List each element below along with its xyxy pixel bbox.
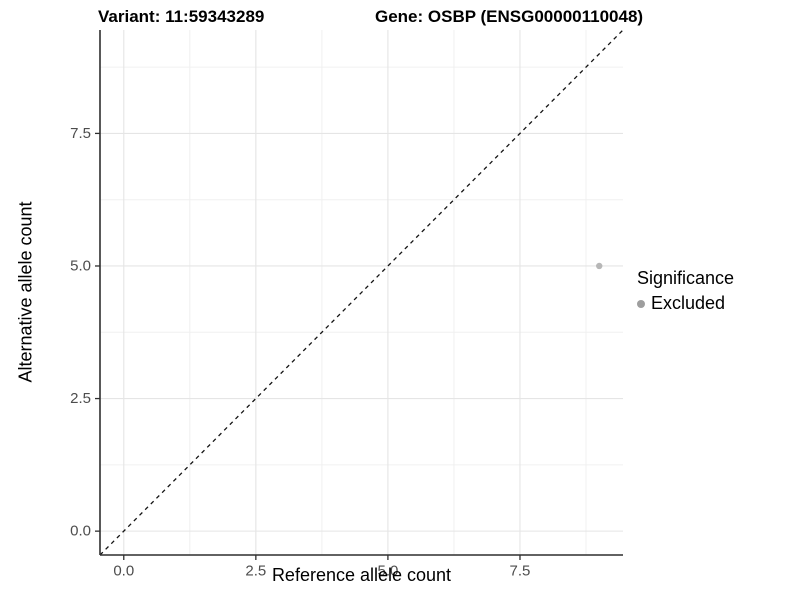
y-tick-label: 5.0 (70, 257, 91, 274)
legend-key-dot-icon (637, 299, 645, 308)
data-point (596, 262, 603, 270)
legend: Significance Excluded (637, 268, 734, 314)
y-axis-title: Alternative allele count (15, 201, 36, 383)
x-tick-label: 2.5 (245, 562, 266, 579)
legend-entry-excluded: Excluded (637, 293, 734, 314)
y-tick-label: 7.5 (70, 125, 91, 142)
x-tick-label: 7.5 (510, 562, 531, 579)
variant-title: Variant: 11:59343289 (98, 7, 265, 26)
legend-title: Significance (637, 268, 735, 288)
y-tick-label: 2.5 (70, 390, 91, 407)
gene-title: Gene: OSBP (ENSG00000110048) (375, 7, 644, 26)
identity-dashed-line (99, 29, 624, 556)
x-tick-label: 5.0 (377, 562, 398, 579)
x-tick-label: 0.0 (113, 562, 134, 579)
y-tick-label: 0.0 (70, 523, 91, 540)
x-axis-title: Reference allele count (271, 565, 452, 585)
legend-entry-label: Excluded (651, 293, 726, 313)
